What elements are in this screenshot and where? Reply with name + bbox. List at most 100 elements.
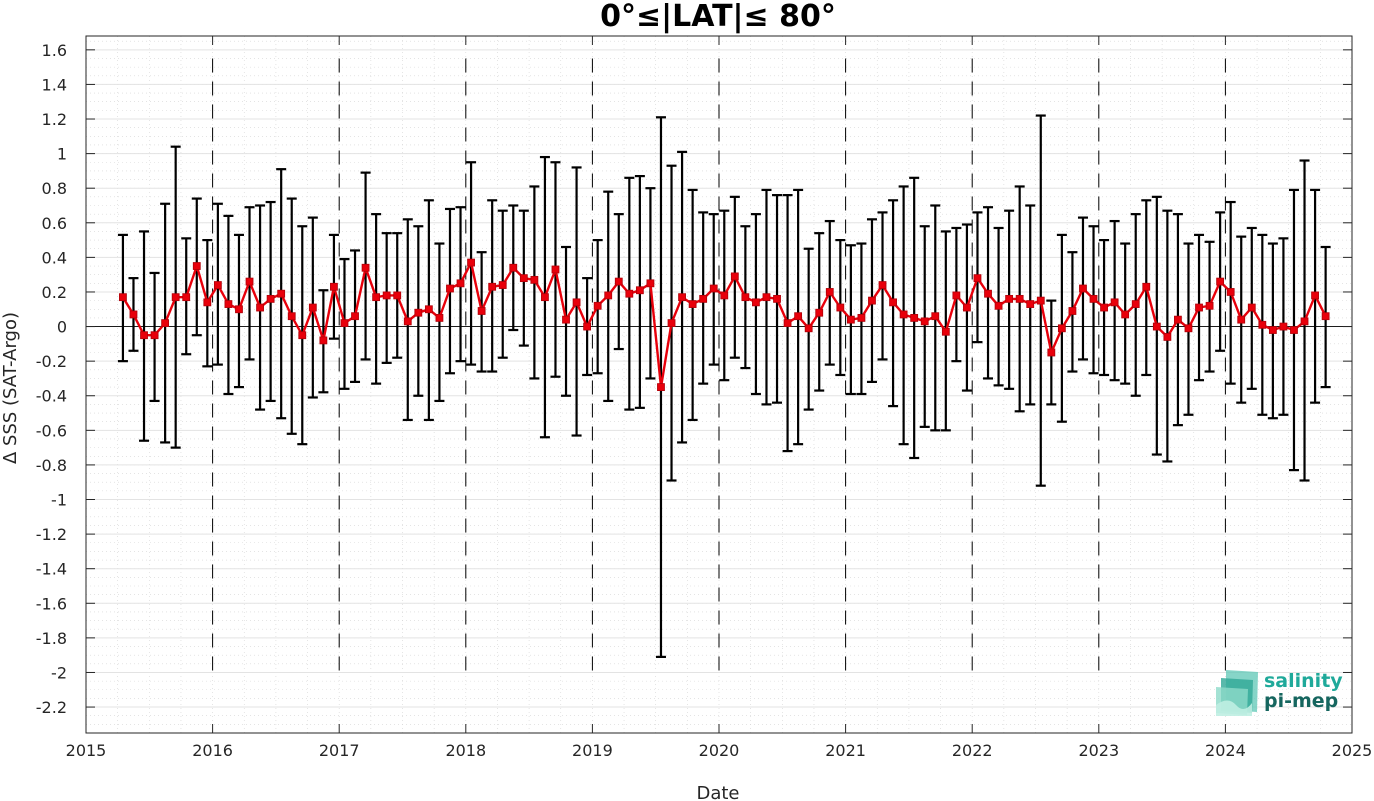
- data-point: [1121, 310, 1130, 319]
- y-tick-label: -1.8: [36, 629, 67, 648]
- data-point: [330, 282, 338, 291]
- data-point: [171, 293, 180, 302]
- x-tick-label: 2023: [1078, 741, 1119, 760]
- y-tick-label: 1.2: [42, 110, 67, 129]
- data-point: [667, 319, 676, 328]
- y-tick-label: -0.2: [36, 352, 67, 371]
- data-point: [435, 314, 444, 322]
- x-tick-label: 2018: [445, 741, 486, 760]
- data-point: [1226, 288, 1235, 296]
- data-point: [1237, 315, 1246, 324]
- x-tick-label: 2020: [699, 741, 740, 760]
- data-point: [414, 308, 423, 317]
- y-tick-label: 0.4: [42, 248, 67, 267]
- y-tick-label: 0: [57, 318, 67, 337]
- data-point: [119, 293, 127, 302]
- data-point: [804, 324, 813, 333]
- data-point: [699, 294, 708, 303]
- data-point: [1068, 307, 1077, 315]
- data-point: [361, 263, 370, 272]
- y-axis-label: Δ SSS (SAT-Argo): [0, 312, 21, 464]
- data-point: [1321, 312, 1330, 321]
- data-point: [720, 291, 729, 300]
- data-point: [213, 281, 222, 289]
- x-tick-label: 2024: [1205, 741, 1246, 760]
- data-point: [319, 336, 328, 345]
- y-tick-label: -1: [51, 491, 67, 510]
- data-point: [846, 315, 855, 324]
- x-tick-label: 2016: [192, 741, 233, 760]
- data-point: [161, 319, 170, 328]
- data-point: [287, 312, 296, 321]
- data-point: [868, 296, 876, 305]
- data-point: [741, 293, 750, 302]
- data-point: [340, 319, 349, 328]
- data-point: [351, 312, 359, 321]
- data-point: [562, 315, 570, 324]
- logo-text-salinity: salinity: [1264, 670, 1343, 692]
- x-tick-label: 2017: [319, 741, 360, 760]
- data-point: [794, 312, 803, 321]
- data-point: [836, 303, 845, 312]
- data-point: [235, 305, 243, 314]
- data-point: [709, 284, 718, 293]
- y-tick-label: -1.2: [36, 525, 67, 544]
- data-point: [1195, 303, 1203, 312]
- data-point: [277, 289, 286, 298]
- y-tick-label: 0.2: [42, 283, 67, 302]
- data-point: [192, 262, 201, 270]
- y-tick-label: 1: [57, 145, 67, 164]
- data-point: [1152, 322, 1161, 331]
- data-point: [541, 293, 549, 302]
- x-tick-label: 2022: [952, 741, 993, 760]
- data-point: [1300, 317, 1309, 326]
- data-point: [857, 314, 866, 322]
- data-point: [1247, 303, 1256, 312]
- y-tick-label: -2: [51, 663, 67, 682]
- series-markers: [119, 258, 1330, 391]
- data-point: [657, 383, 665, 391]
- data-point: [1110, 298, 1119, 307]
- data-point: [688, 300, 697, 308]
- y-tick-labels: 1.6 1.4 1.2 1 0.8 0.6 0.4 0.2 0 -0.2 -0.4 -0.6 -0.8 -…: [36, 41, 67, 717]
- data-point: [1279, 322, 1288, 331]
- data-point: [298, 331, 307, 340]
- data-point: [783, 319, 792, 328]
- x-tick-labels: 2015 2016 2017 2018 2019 2020 2021 2022 2023 2024…: [66, 741, 1373, 760]
- data-point: [1311, 291, 1319, 300]
- logo-text-pi-mep: pi-mep: [1264, 690, 1338, 712]
- data-point: [678, 293, 686, 302]
- data-point: [604, 291, 613, 300]
- data-point: [963, 303, 971, 312]
- data-point: [245, 277, 254, 286]
- y-tick-label: 1.4: [42, 75, 67, 94]
- data-point: [182, 293, 191, 302]
- data-point: [910, 314, 919, 322]
- data-point: [530, 275, 539, 284]
- axis-ticks: [85, 36, 1353, 733]
- error-bar: [434, 242, 445, 403]
- data-point: [773, 294, 781, 303]
- data-point: [931, 312, 940, 321]
- data-point: [393, 291, 402, 300]
- data-point: [941, 327, 950, 336]
- chart-title: 0°≤|LAT|≤ 80°: [600, 0, 836, 34]
- data-point: [1216, 277, 1225, 286]
- data-point: [477, 307, 486, 315]
- salinity-pi-mep-logo: salinity pi-mep: [1216, 670, 1343, 716]
- data-point: [1047, 348, 1056, 357]
- data-point: [456, 279, 465, 288]
- data-point: [1258, 320, 1267, 329]
- y-tick-label: -0.6: [36, 421, 67, 440]
- data-point: [266, 294, 275, 303]
- x-tick-label: 2015: [66, 741, 107, 760]
- data-point: [424, 305, 433, 314]
- wave-logo-icon: [1216, 670, 1258, 716]
- data-point: [1290, 326, 1298, 334]
- data-point: [752, 298, 760, 307]
- data-point: [878, 281, 887, 289]
- data-point: [129, 310, 138, 319]
- data-point: [1089, 294, 1098, 303]
- data-point: [635, 286, 644, 295]
- data-point: [224, 300, 233, 308]
